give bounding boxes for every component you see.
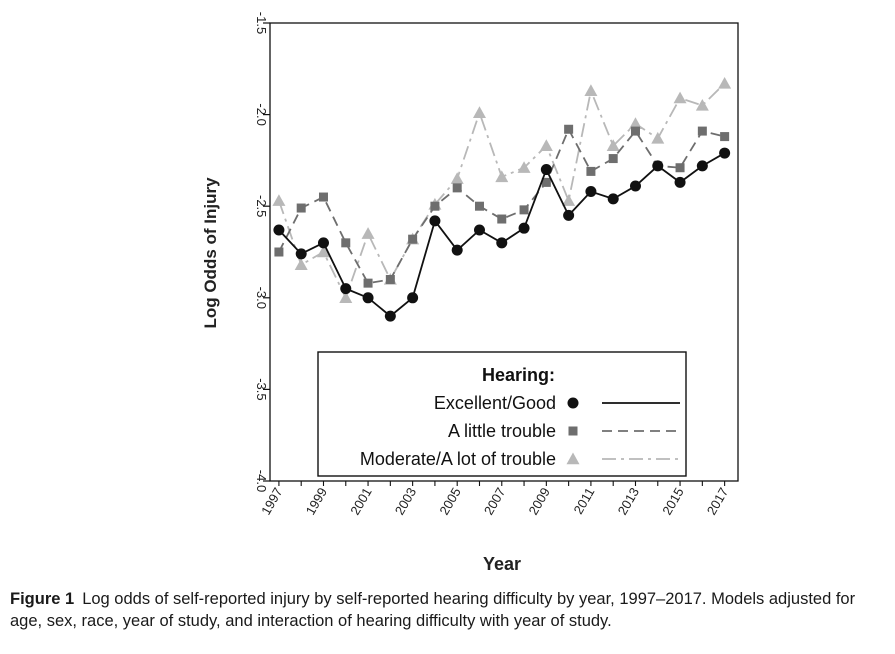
data-point-circle xyxy=(540,164,552,176)
data-point-square xyxy=(720,132,730,142)
data-point-triangle xyxy=(695,98,709,111)
data-point-square xyxy=(697,126,707,136)
data-point-triangle xyxy=(339,291,353,303)
data-point-triangle xyxy=(628,117,642,129)
data-point-square xyxy=(452,183,462,193)
data-point-circle xyxy=(429,215,441,227)
data-point-square xyxy=(274,247,284,257)
figure-caption: Figure 1 Log odds of self-reported injury… xyxy=(10,588,882,632)
data-point-circle xyxy=(496,237,508,249)
data-point-circle xyxy=(674,176,686,188)
x-tick-label: 2011 xyxy=(571,485,598,517)
data-point-triangle xyxy=(718,76,732,89)
x-tick-label: 2015 xyxy=(659,485,686,518)
data-point-triangle xyxy=(316,245,330,258)
data-point-square xyxy=(408,234,418,244)
data-point-triangle xyxy=(673,91,687,104)
data-point-triangle xyxy=(606,139,620,151)
data-point-square xyxy=(586,166,596,176)
data-point-circle xyxy=(696,160,708,172)
data-point-triangle xyxy=(361,227,375,239)
data-point-circle xyxy=(518,222,530,234)
legend-label: Excellent/Good xyxy=(434,393,556,413)
data-point-triangle xyxy=(472,106,486,118)
data-point-triangle xyxy=(584,84,598,96)
caption-text: Log odds of self-reported injury by self… xyxy=(10,590,856,630)
y-tick-label: -1.5 xyxy=(254,12,269,34)
data-point-circle xyxy=(384,310,396,322)
data-point-circle xyxy=(473,224,485,236)
legend-label: Moderate/A lot of trouble xyxy=(360,449,556,469)
data-point-square xyxy=(363,278,373,288)
data-point-square xyxy=(608,154,618,164)
y-tick-label: -3.0 xyxy=(254,287,269,309)
data-point-circle xyxy=(362,292,374,304)
data-point-square xyxy=(430,201,440,211)
data-point-circle xyxy=(719,147,731,159)
data-point-circle xyxy=(407,292,419,304)
series-line-2 xyxy=(278,82,726,299)
data-point-circle xyxy=(340,283,352,295)
x-tick-label: 2005 xyxy=(436,485,463,518)
x-tick-label: 1999 xyxy=(303,485,330,518)
data-point-square xyxy=(474,201,484,211)
data-point-circle xyxy=(273,224,285,236)
data-point-square xyxy=(519,205,529,215)
y-tick-label: -3.5 xyxy=(254,378,269,400)
legend-marker-circle xyxy=(567,397,579,409)
data-point-square xyxy=(296,203,306,213)
x-axis-label: Year xyxy=(483,554,521,574)
data-point-triangle xyxy=(562,194,576,206)
figure-label: Figure 1 xyxy=(10,590,75,608)
data-point-triangle xyxy=(495,170,509,183)
data-point-triangle xyxy=(450,172,464,184)
data-point-circle xyxy=(451,244,463,256)
data-point-square xyxy=(385,274,395,284)
y-tick-label: -2.0 xyxy=(254,103,269,125)
x-tick-label: 2013 xyxy=(615,485,642,518)
x-tick-label: 2009 xyxy=(525,485,552,518)
data-point-square xyxy=(541,177,551,187)
data-point-circle xyxy=(629,180,641,192)
y-tick-label: -2.5 xyxy=(254,195,269,217)
data-point-circle xyxy=(563,209,575,221)
data-point-triangle xyxy=(651,131,665,144)
data-point-circle xyxy=(607,193,619,205)
legend-box xyxy=(317,351,687,477)
data-point-square xyxy=(497,214,507,224)
data-point-triangle xyxy=(272,194,286,206)
data-point-square xyxy=(564,124,574,134)
x-tick-label: 2001 xyxy=(347,485,374,518)
series-line-1 xyxy=(278,128,725,285)
data-point-triangle xyxy=(517,161,531,173)
chart: Log Odds of Injury Year -1.5 -2.0 -2.5 -3.0… xyxy=(201,12,739,574)
data-point-triangle xyxy=(539,139,553,151)
x-tick-label: 2003 xyxy=(392,485,419,518)
legend-marker-square xyxy=(568,426,578,436)
data-point-square xyxy=(318,192,328,202)
data-point-square xyxy=(675,163,685,173)
y-axis-label: Log Odds of Injury xyxy=(201,177,220,329)
legend: Hearing: Excellent/Good A little trouble Mo… xyxy=(317,351,687,477)
data-point-circle xyxy=(295,248,307,260)
x-tick-label: 2017 xyxy=(704,485,731,518)
data-point-square xyxy=(630,126,640,136)
data-point-circle xyxy=(317,237,329,249)
legend-label: A little trouble xyxy=(448,421,556,441)
legend-title: Hearing: xyxy=(482,365,555,385)
data-point-circle xyxy=(652,160,664,172)
x-tick-label: 2007 xyxy=(481,485,508,518)
y-tick-label: -4.0 xyxy=(254,470,269,492)
legend-marker-triangle xyxy=(566,452,580,465)
data-point-square xyxy=(341,238,351,248)
data-point-triangle xyxy=(294,258,308,271)
plot-frame xyxy=(269,22,739,482)
data-point-circle xyxy=(585,186,597,198)
